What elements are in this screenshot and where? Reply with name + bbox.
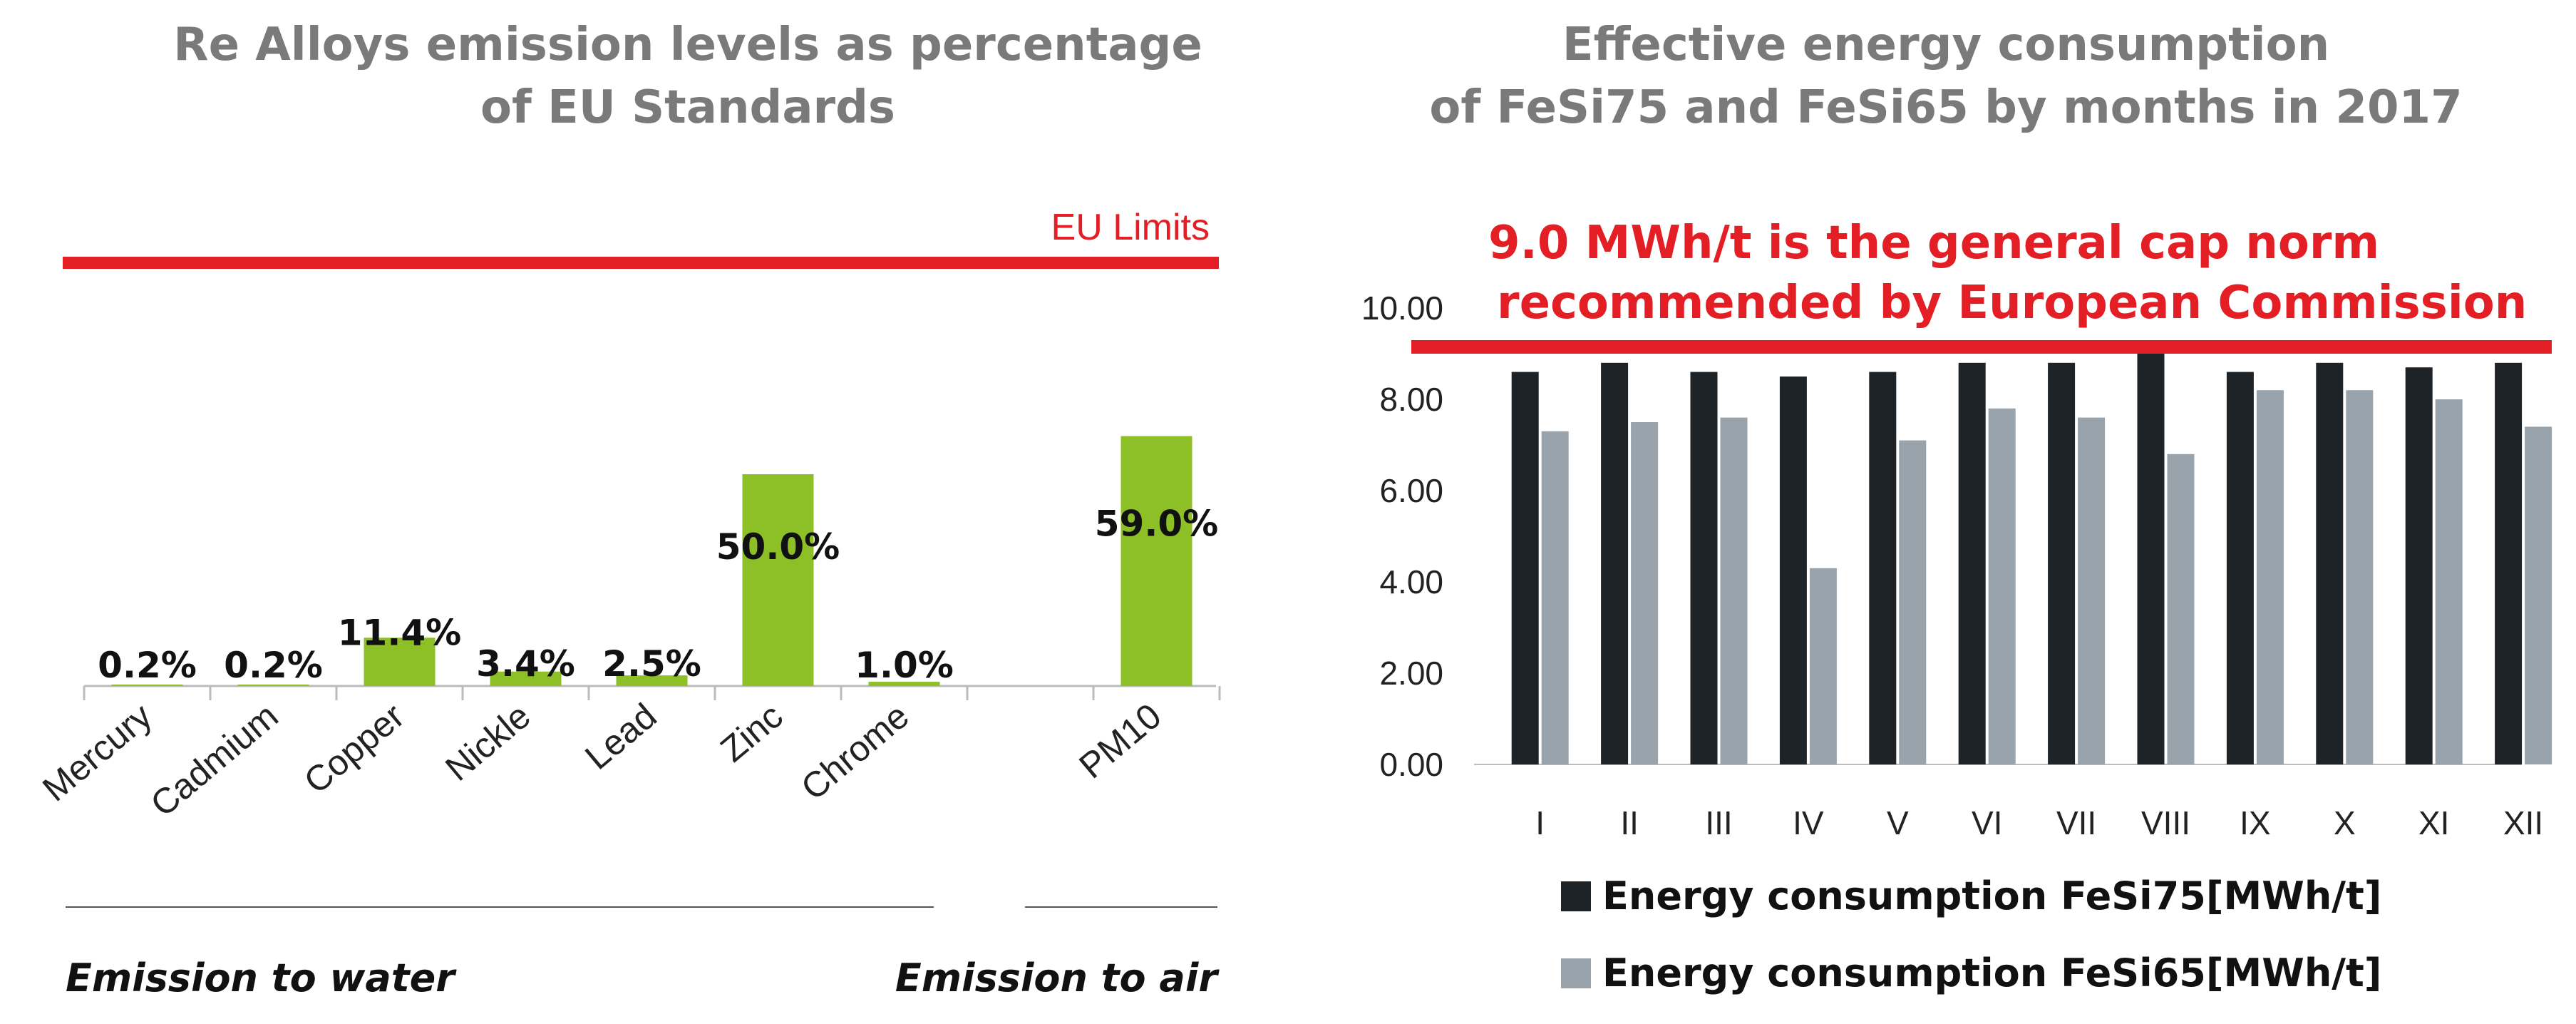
energy-y-tick-label: 8.00 (1379, 381, 1443, 418)
energy-chart-title-line2: of FeSi75 and FeSi65 by months in 2017 (1429, 81, 2462, 134)
emission-value-label-copper: 11.4% (338, 612, 461, 653)
energy-month-labels: I II III IV V VI VII VIII IX X XI XII (1535, 804, 2543, 841)
energy-bar-fesi65-x (2346, 390, 2374, 764)
emission-bar-lead (616, 675, 688, 686)
emission-bar-chrome (868, 682, 940, 686)
emission-chart-title-line2: of EU Standards (480, 81, 895, 134)
energy-bar-fesi65-ii (1631, 422, 1659, 764)
energy-bar-fesi75-iv (1779, 377, 1807, 764)
emission-category-chrome: Chrome (793, 696, 916, 808)
emission-category-mercury: Mercury (35, 696, 159, 809)
energy-bar-fesi75-ix (2226, 372, 2254, 764)
emission-bar-nickle (490, 671, 562, 686)
cap-norm-annotation-line2: recommended by European Commission (1497, 277, 2527, 329)
energy-month-label-x: X (2334, 804, 2356, 841)
cap-norm-line (1411, 340, 2552, 354)
energy-y-tick-label: 6.00 (1379, 472, 1443, 509)
energy-bar-fesi75-ii (1601, 362, 1629, 764)
energy-y-tick-label: 10.00 (1361, 290, 1443, 327)
energy-bar-fesi75-viii (2137, 354, 2165, 764)
energy-legend: Energy consumption FeSi75[MWh/t] Energy … (1561, 874, 2381, 995)
energy-bar-fesi65-vii (2078, 417, 2106, 764)
emission-category-zinc: Zinc (713, 696, 790, 770)
legend-label-fesi65: Energy consumption FeSi65[MWh/t] (1602, 951, 2381, 995)
cap-norm-annotation-line1: 9.0 MWh/t is the general cap norm (1488, 217, 2379, 270)
energy-bar-fesi75-xii (2495, 362, 2523, 764)
eu-limit-label: EU Limits (1051, 207, 1210, 248)
emission-bar-copper (364, 638, 436, 686)
emission-bar-mercury (111, 685, 183, 686)
energy-bar-fesi65-xii (2525, 426, 2552, 764)
emission-category-cadmium: Cadmium (143, 696, 286, 824)
legend-swatch-fesi75 (1561, 881, 1591, 911)
energy-bar-fesi75-vi (1958, 362, 1986, 764)
energy-month-label-i: I (1535, 804, 1545, 841)
energy-bar-fesi75-x (2316, 362, 2344, 764)
energy-month-label-iv: IV (1793, 804, 1824, 841)
emission-value-label-zinc: 50.0% (716, 526, 840, 568)
eu-limit-line (63, 257, 1219, 269)
energy-chart: Effective energy consumption of FeSi75 a… (1361, 19, 2552, 995)
emission-x-ticks (83, 686, 1221, 700)
energy-y-tick-label: 0.00 (1379, 746, 1443, 783)
energy-month-label-vi: VI (1972, 804, 2002, 841)
emission-bar-pm10 (1120, 436, 1192, 686)
group-label-water: Emission to water (66, 956, 457, 1000)
emission-category-lead: Lead (577, 696, 664, 777)
emission-value-label-mercury: 0.2% (98, 645, 197, 686)
energy-month-label-ix: IX (2240, 804, 2270, 841)
energy-month-label-iii: III (1705, 804, 1732, 841)
energy-month-label-ii: II (1620, 804, 1639, 841)
emission-chart: Re Alloys emission levels as percentage … (35, 19, 1221, 1000)
energy-bar-fesi65-v (1899, 440, 1927, 764)
energy-bar-fesi65-vi (1988, 408, 2016, 764)
emission-bar-cadmium (237, 685, 309, 686)
emission-value-label-pm10: 59.0% (1095, 503, 1218, 545)
energy-y-tick-label: 4.00 (1379, 563, 1443, 600)
energy-bar-fesi65-ix (2256, 390, 2284, 764)
energy-bar-fesi75-vii (2048, 362, 2076, 764)
energy-bar-fesi75-v (1869, 372, 1897, 764)
energy-bars (1511, 354, 2552, 764)
energy-bar-fesi65-viii (2167, 454, 2195, 764)
energy-month-label-xi: XI (2418, 804, 2449, 841)
emission-value-label-chrome: 1.0% (855, 645, 954, 686)
energy-chart-title-line1: Effective energy consumption (1562, 19, 2329, 71)
energy-month-label-v: V (1887, 804, 1909, 841)
energy-month-label-xii: XII (2503, 804, 2543, 841)
emission-bars (111, 436, 1192, 686)
energy-y-tick-label: 2.00 (1379, 655, 1443, 692)
emission-category-nickle: Nickle (438, 696, 537, 789)
emission-bar-zinc (742, 474, 814, 686)
energy-bar-fesi65-iv (1809, 568, 1837, 764)
emission-value-label-cadmium: 0.2% (224, 645, 323, 686)
energy-bar-fesi75-xi (2405, 367, 2433, 764)
energy-y-axis: 0.00 2.00 4.00 6.00 8.00 10.00 (1361, 290, 1443, 783)
emission-value-label-nickle: 3.4% (476, 643, 575, 685)
emission-chart-title-line1: Re Alloys emission levels as percentage (173, 19, 1202, 71)
emission-category-copper: Copper (297, 696, 412, 802)
energy-bar-fesi65-iii (1720, 417, 1748, 764)
energy-month-label-viii: VIII (2141, 804, 2190, 841)
energy-bar-fesi75-i (1511, 372, 1539, 764)
energy-bar-fesi65-xi (2435, 399, 2463, 764)
emission-value-labels: 0.2% 0.2% 11.4% 3.4% 2.5% 50.0% 1.0% 59.0% (98, 503, 1218, 686)
energy-month-label-vii: VII (2056, 804, 2096, 841)
group-label-air: Emission to air (895, 956, 1220, 1000)
legend-label-fesi75: Energy consumption FeSi75[MWh/t] (1602, 874, 2381, 918)
energy-bar-fesi65-i (1541, 431, 1569, 764)
legend-swatch-fesi65 (1561, 958, 1591, 988)
emission-category-pm10: PM10 (1072, 696, 1169, 787)
emission-value-label-lead: 2.5% (602, 643, 701, 685)
energy-bar-fesi75-iii (1690, 372, 1718, 764)
